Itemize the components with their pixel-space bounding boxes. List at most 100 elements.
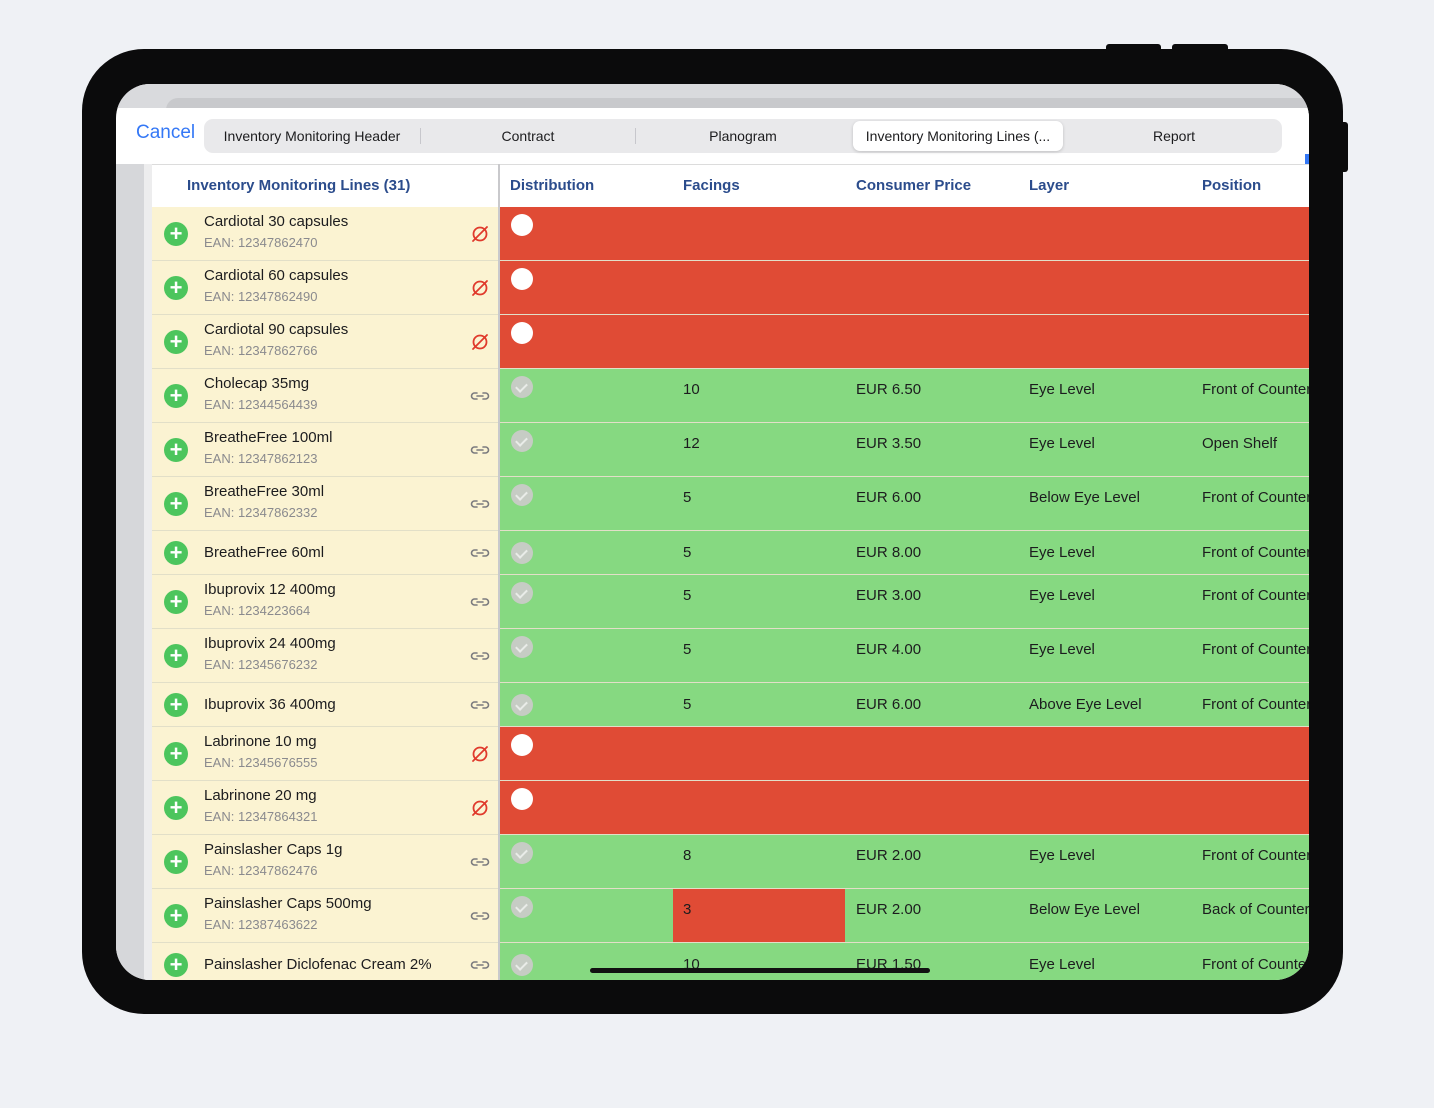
link-icon[interactable] xyxy=(470,592,490,612)
table-row[interactable]: + Cardiotal 30 capsules EAN: 12347862470 xyxy=(152,207,1309,261)
link-icon[interactable] xyxy=(470,906,490,926)
position-value[interactable]: Front of Counter xyxy=(1202,544,1309,561)
product-cell[interactable]: + Painslasher Diclofenac Cream 2% xyxy=(152,943,499,980)
table-row[interactable]: + Cardiotal 90 capsules EAN: 12347862766 xyxy=(152,315,1309,369)
product-cell[interactable]: + Ibuprovix 36 400mg xyxy=(152,683,499,726)
facings-value[interactable]: 12 xyxy=(683,435,700,452)
product-cell[interactable]: + BreatheFree 30ml EAN: 12347862332 xyxy=(152,477,499,530)
price-value[interactable]: EUR 6.00 xyxy=(856,696,922,713)
plus-circle-icon[interactable]: + xyxy=(164,850,188,874)
header-position[interactable]: Position xyxy=(1202,177,1262,194)
price-value[interactable]: EUR 2.00 xyxy=(856,901,922,918)
tab-report[interactable]: Report xyxy=(1152,128,1196,144)
layer-value[interactable]: Eye Level xyxy=(1029,641,1095,658)
tab-inventory-monitoring-header[interactable]: Inventory Monitoring Header xyxy=(223,128,401,144)
no-link-icon[interactable] xyxy=(470,224,490,244)
table-row[interactable]: + BreatheFree 60ml 5 EUR 8.00 Eye Level Front… xyxy=(152,531,1309,575)
tab-planogram[interactable]: Planogram xyxy=(709,128,777,144)
position-value[interactable]: Front of Counter xyxy=(1202,847,1309,864)
product-cell[interactable]: + Labrinone 20 mg EAN: 12347864321 xyxy=(152,781,499,834)
product-cell[interactable]: + Cholecap 35mg EAN: 12344564439 xyxy=(152,369,499,422)
table-row[interactable]: + Labrinone 20 mg EAN: 12347864321 xyxy=(152,781,1309,835)
no-link-icon[interactable] xyxy=(470,798,490,818)
facings-value[interactable]: 5 xyxy=(683,544,692,561)
link-icon[interactable] xyxy=(470,386,490,406)
layer-value[interactable]: Below Eye Level xyxy=(1029,901,1140,918)
price-value[interactable]: EUR 6.00 xyxy=(856,489,922,506)
price-value[interactable]: EUR 4.00 xyxy=(856,641,922,658)
facings-value[interactable]: 8 xyxy=(683,847,692,864)
layer-value[interactable]: Eye Level xyxy=(1029,544,1095,561)
table-row[interactable]: + Cholecap 35mg EAN: 12344564439 10 EUR 6.50… xyxy=(152,369,1309,423)
no-link-icon[interactable] xyxy=(470,278,490,298)
facings-value[interactable]: 5 xyxy=(683,641,692,658)
product-cell[interactable]: + Painslasher Caps 1g EAN: 12347862476 xyxy=(152,835,499,888)
product-cell[interactable]: + Cardiotal 60 capsules EAN: 12347862490 xyxy=(152,261,499,314)
plus-circle-icon[interactable]: + xyxy=(164,222,188,246)
product-cell[interactable]: + Painslasher Caps 500mg EAN: 12387463622 xyxy=(152,889,499,942)
price-value[interactable]: EUR 2.00 xyxy=(856,847,922,864)
check-circle-icon[interactable] xyxy=(511,896,533,918)
table-row[interactable]: + Ibuprovix 24 400mg EAN: 12345676232 5 EUR … xyxy=(152,629,1309,683)
plus-circle-icon[interactable]: + xyxy=(164,796,188,820)
product-cell[interactable]: + Ibuprovix 24 400mg EAN: 12345676232 xyxy=(152,629,499,682)
empty-circle-icon[interactable] xyxy=(511,268,533,290)
table-row[interactable]: + Ibuprovix 36 400mg 5 EUR 6.00 Above Eye Le… xyxy=(152,683,1309,727)
price-value[interactable]: EUR 3.00 xyxy=(856,587,922,604)
plus-circle-icon[interactable]: + xyxy=(164,904,188,928)
layer-value[interactable]: Eye Level xyxy=(1029,381,1095,398)
product-cell[interactable]: + BreatheFree 100ml EAN: 12347862123 xyxy=(152,423,499,476)
header-consumer-price[interactable]: Consumer Price xyxy=(856,177,972,194)
link-icon[interactable] xyxy=(470,852,490,872)
position-value[interactable]: Front of Counter xyxy=(1202,696,1309,713)
link-icon[interactable] xyxy=(470,543,490,563)
product-cell[interactable]: + Cardiotal 30 capsules EAN: 12347862470 xyxy=(152,207,499,260)
facings-value[interactable]: 10 xyxy=(683,381,700,398)
layer-value[interactable]: Eye Level xyxy=(1029,587,1095,604)
link-icon[interactable] xyxy=(470,646,490,666)
layer-value[interactable]: Above Eye Level xyxy=(1029,696,1142,713)
table-row[interactable]: + BreatheFree 100ml EAN: 12347862123 12 EUR … xyxy=(152,423,1309,477)
plus-circle-icon[interactable]: + xyxy=(164,742,188,766)
header-distribution[interactable]: Distribution xyxy=(510,177,595,194)
tab-contract[interactable]: Contract xyxy=(501,128,555,144)
plus-circle-icon[interactable]: + xyxy=(164,590,188,614)
check-circle-icon[interactable] xyxy=(511,694,533,716)
plus-circle-icon[interactable]: + xyxy=(164,953,188,977)
facings-value[interactable]: 5 xyxy=(683,587,692,604)
layer-value[interactable]: Below Eye Level xyxy=(1029,489,1140,506)
position-value[interactable]: Front of Counter xyxy=(1202,641,1309,658)
check-circle-icon[interactable] xyxy=(511,954,533,976)
table-row[interactable]: + Painslasher Caps 1g EAN: 12347862476 8 EUR… xyxy=(152,835,1309,889)
link-icon[interactable] xyxy=(470,955,490,975)
position-value[interactable]: Front of Counter xyxy=(1202,381,1309,398)
layer-value[interactable]: Eye Level xyxy=(1029,956,1095,973)
plus-circle-icon[interactable]: + xyxy=(164,693,188,717)
price-value[interactable]: EUR 8.00 xyxy=(856,544,922,561)
position-value[interactable]: Open Shelf xyxy=(1202,435,1278,452)
check-circle-icon[interactable] xyxy=(511,484,533,506)
home-indicator[interactable] xyxy=(590,968,930,973)
plus-circle-icon[interactable]: + xyxy=(164,276,188,300)
toolbar-button-edge[interactable] xyxy=(1305,154,1309,170)
plus-circle-icon[interactable]: + xyxy=(164,644,188,668)
check-circle-icon[interactable] xyxy=(511,636,533,658)
table-row[interactable]: + Ibuprovix 12 400mg EAN: 1234223664 5 EUR 3… xyxy=(152,575,1309,629)
no-link-icon[interactable] xyxy=(470,332,490,352)
price-value[interactable]: EUR 3.50 xyxy=(856,435,922,452)
link-icon[interactable] xyxy=(470,695,490,715)
check-circle-icon[interactable] xyxy=(511,376,533,398)
table-row[interactable]: + Painslasher Diclofenac Cream 2% 10 EUR 1.… xyxy=(152,943,1309,980)
header-facings[interactable]: Facings xyxy=(683,177,740,194)
position-value[interactable]: Front of Counter xyxy=(1202,587,1309,604)
price-value[interactable]: EUR 6.50 xyxy=(856,381,922,398)
table-row[interactable]: + Cardiotal 60 capsules EAN: 12347862490 xyxy=(152,261,1309,315)
no-link-icon[interactable] xyxy=(470,744,490,764)
plus-circle-icon[interactable]: + xyxy=(164,438,188,462)
check-circle-icon[interactable] xyxy=(511,582,533,604)
facings-value[interactable]: 5 xyxy=(683,696,692,713)
check-circle-icon[interactable] xyxy=(511,430,533,452)
header-layer[interactable]: Layer xyxy=(1029,177,1070,194)
plus-circle-icon[interactable]: + xyxy=(164,384,188,408)
product-cell[interactable]: + BreatheFree 60ml xyxy=(152,531,499,574)
